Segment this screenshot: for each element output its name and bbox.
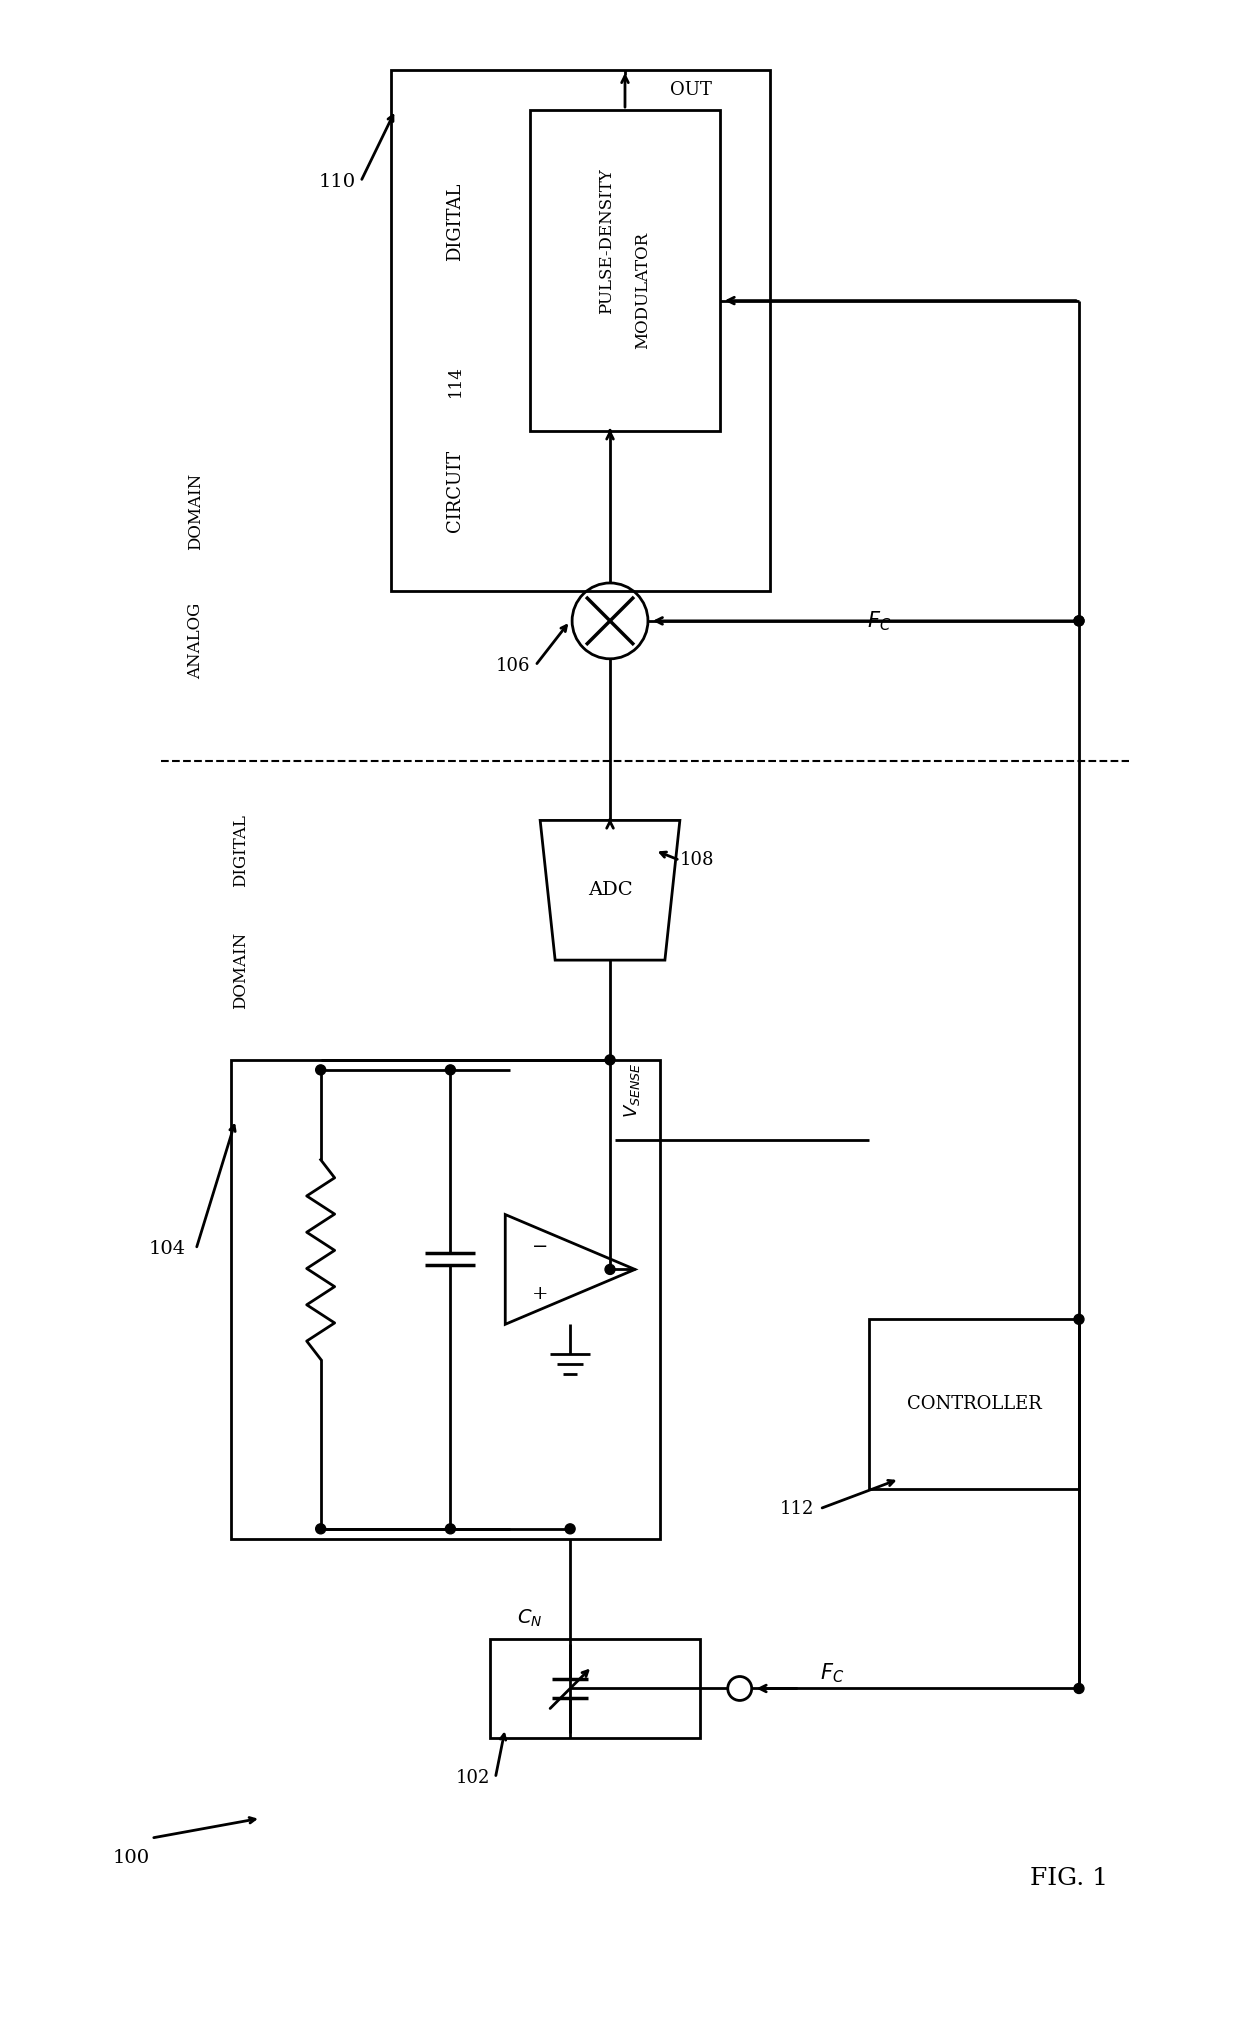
Bar	[490, 1639, 699, 1738]
Text: −: −	[532, 1238, 548, 1256]
Circle shape	[1074, 1315, 1084, 1325]
Polygon shape	[505, 1214, 635, 1325]
Text: ANALOG: ANALOG	[187, 603, 205, 680]
Text: DIGITAL: DIGITAL	[446, 182, 464, 261]
Bar	[231, 1060, 660, 1540]
Text: $F_C$: $F_C$	[820, 1661, 843, 1685]
Text: $V_{SENSE}$: $V_{SENSE}$	[622, 1062, 642, 1117]
Circle shape	[1074, 615, 1084, 625]
Text: CONTROLLER: CONTROLLER	[906, 1396, 1042, 1414]
Circle shape	[1074, 1683, 1084, 1693]
Text: 114: 114	[446, 366, 464, 397]
Circle shape	[445, 1064, 455, 1074]
Circle shape	[565, 1523, 575, 1533]
Text: 112: 112	[780, 1499, 815, 1517]
Text: DOMAIN: DOMAIN	[187, 473, 205, 550]
Polygon shape	[541, 821, 680, 961]
Text: 100: 100	[113, 1849, 150, 1867]
Circle shape	[605, 1054, 615, 1064]
Circle shape	[445, 1523, 455, 1533]
Text: OUT: OUT	[670, 81, 712, 99]
Text: 102: 102	[456, 1770, 490, 1786]
Circle shape	[1074, 615, 1084, 625]
Circle shape	[316, 1064, 326, 1074]
Text: 104: 104	[149, 1240, 186, 1258]
Text: CIRCUIT: CIRCUIT	[446, 449, 464, 532]
Text: $F_C$: $F_C$	[867, 609, 892, 633]
Text: 106: 106	[496, 657, 531, 676]
Bar	[531, 109, 719, 431]
Text: DIGITAL: DIGITAL	[232, 813, 249, 886]
Text: DOMAIN: DOMAIN	[232, 931, 249, 1009]
Circle shape	[316, 1523, 326, 1533]
Text: 110: 110	[319, 172, 356, 190]
Text: +: +	[532, 1285, 548, 1303]
Text: MODULATOR: MODULATOR	[635, 233, 651, 350]
Bar	[391, 71, 770, 591]
Text: 108: 108	[680, 852, 714, 870]
Text: ADC: ADC	[588, 882, 632, 900]
Text: $C_N$: $C_N$	[517, 1608, 543, 1629]
Circle shape	[605, 1264, 615, 1274]
Text: FIG. 1: FIG. 1	[1030, 1867, 1109, 1889]
Text: PULSE-DENSITY: PULSE-DENSITY	[599, 168, 615, 314]
Bar	[869, 1319, 1079, 1489]
